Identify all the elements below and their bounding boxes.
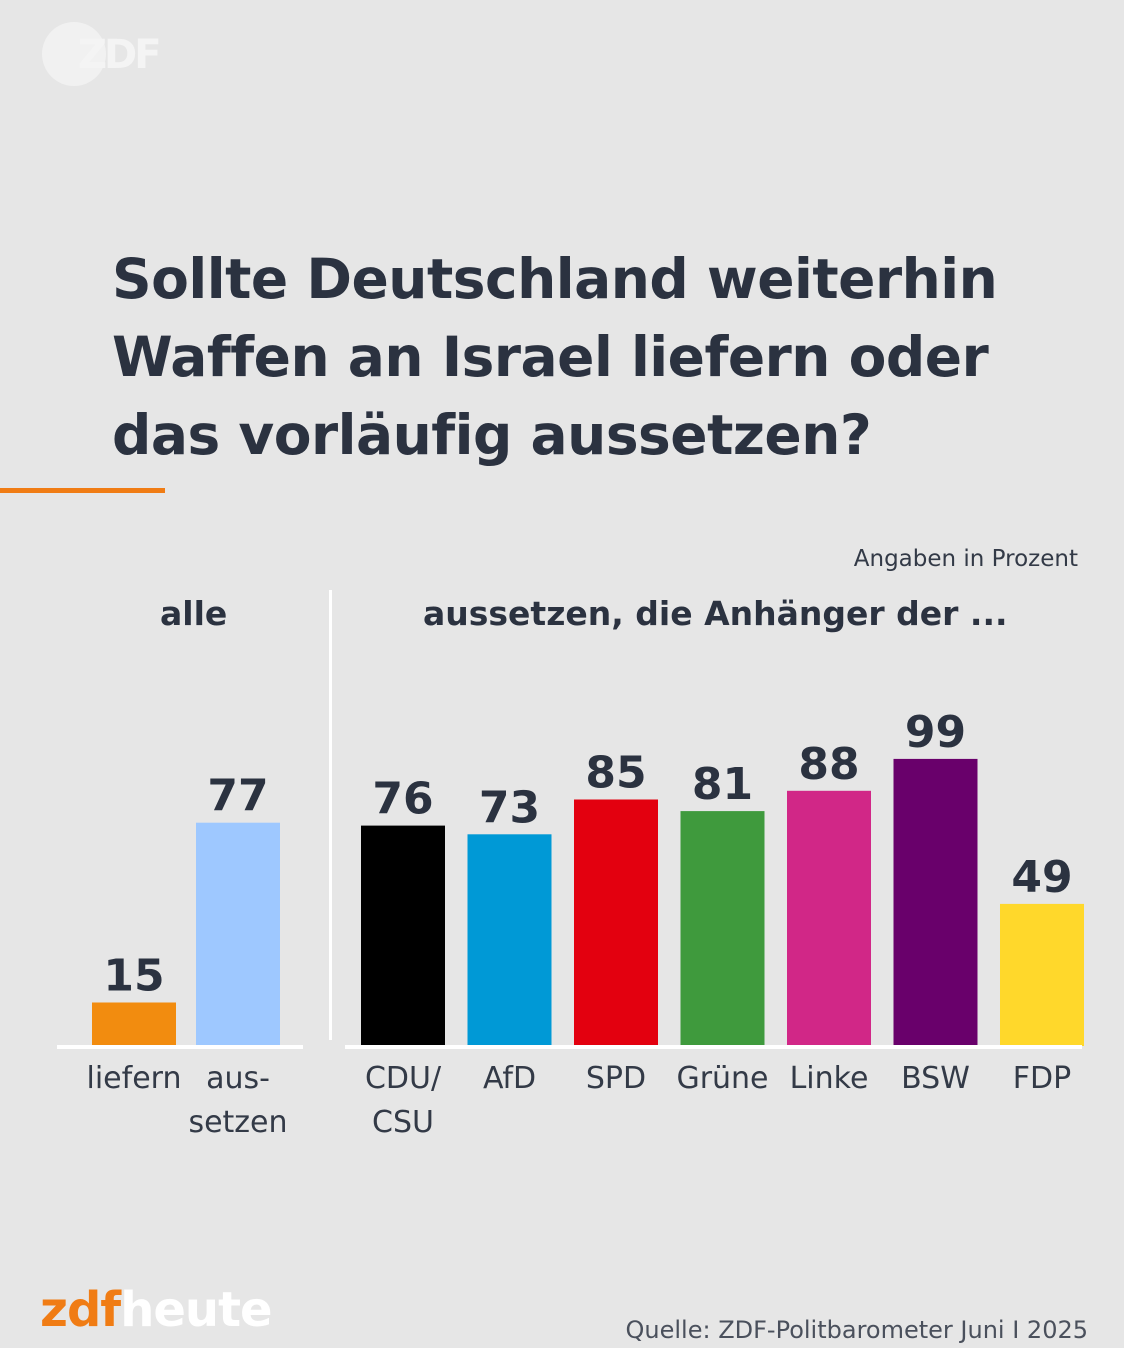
bar-bsw <box>893 758 978 1046</box>
bar-value-label: 49 <box>1011 852 1072 903</box>
group-heading-parties: aussetzen, die Anhänger der ... <box>423 594 1008 633</box>
bar-value-label: 85 <box>585 748 646 799</box>
baseline-all <box>57 1045 303 1049</box>
bar-fdp <box>1000 903 1084 1046</box>
bar-grüne <box>680 811 765 1046</box>
category-label: aus- <box>206 1061 270 1096</box>
bar-value-label: 88 <box>798 739 859 790</box>
category-label: Linke <box>790 1061 869 1096</box>
bar-aussetzen <box>196 822 280 1046</box>
chart-title: Sollte Deutschland weiterhin Waffen an I… <box>112 247 998 467</box>
group-divider <box>329 590 332 1040</box>
zdf-logo-circle <box>42 22 106 86</box>
category-label: AfD <box>483 1061 536 1096</box>
baseline-parties <box>345 1045 1082 1049</box>
zdf-logo-text: ZDF <box>78 32 162 78</box>
brand-logo: zdfheute <box>40 1282 273 1338</box>
category-label: Grüne <box>676 1061 768 1096</box>
category-label: SPD <box>586 1061 646 1096</box>
category-label: FDP <box>1013 1061 1071 1096</box>
bar-value-label: 99 <box>905 707 966 758</box>
bar-linke <box>787 790 871 1046</box>
bar-value-label: 76 <box>372 774 433 825</box>
category-label: CSU <box>372 1105 434 1140</box>
category-label: CDU/ <box>365 1061 442 1096</box>
group-heading-all: alle <box>160 594 228 633</box>
category-label: BSW <box>901 1061 970 1096</box>
brand-heute: heute <box>120 1282 272 1338</box>
title-accent-rule <box>0 488 165 493</box>
bar-value-label: 77 <box>207 771 268 822</box>
category-label: liefern <box>87 1061 182 1096</box>
brand-zdf: zdf <box>40 1282 121 1338</box>
bar-value-label: 73 <box>479 782 540 833</box>
bar-liefern <box>92 1002 176 1046</box>
unit-note: Angaben in Prozent <box>853 546 1078 572</box>
bar-value-label: 15 <box>103 951 164 1002</box>
source-note: Quelle: ZDF-Politbarometer Juni I 2025 <box>625 1316 1088 1344</box>
bar-cducsu <box>361 825 445 1046</box>
bar-spd <box>574 799 658 1046</box>
category-label: setzen <box>188 1105 287 1140</box>
bar-value-label: 81 <box>692 759 753 810</box>
bar-afd <box>467 834 552 1046</box>
